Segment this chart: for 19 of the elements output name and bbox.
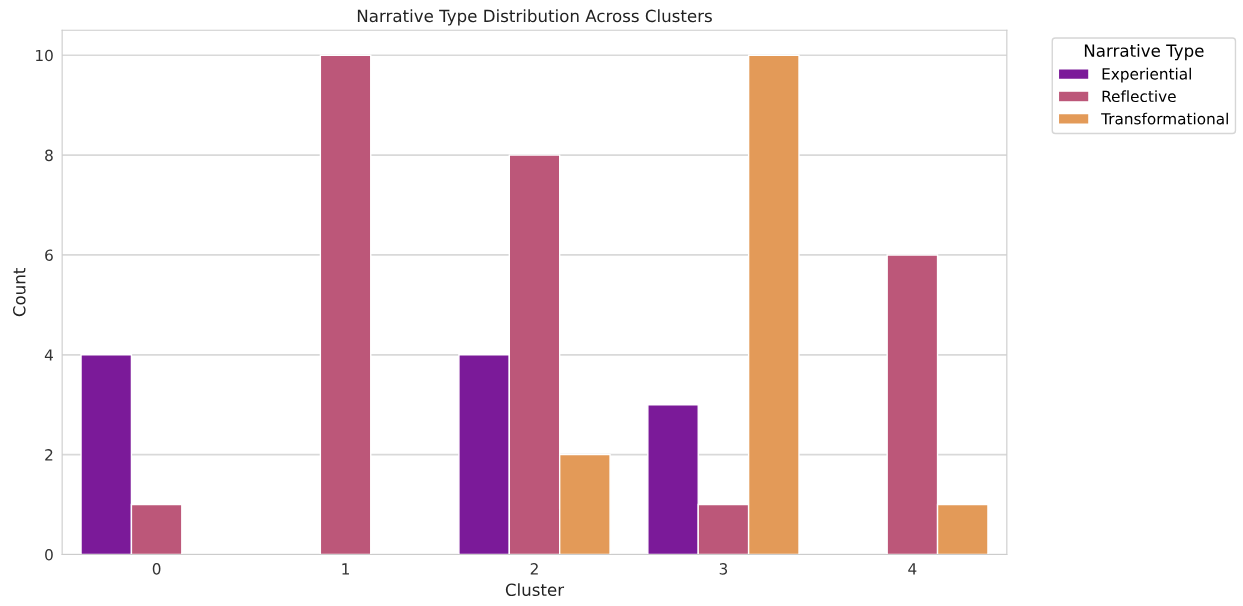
x-tick-label: 1 xyxy=(342,563,349,575)
y-tick-label: 4 xyxy=(44,349,53,361)
x-tick-label: 0 xyxy=(152,563,161,575)
y-axis-title: Count xyxy=(12,268,26,317)
legend-title: Narrative Type xyxy=(1084,44,1204,61)
y-tick-label: 0 xyxy=(45,548,53,561)
y-tick-label: 2 xyxy=(45,449,53,461)
x-tick-label: 3 xyxy=(719,563,728,575)
legend-label: Transformational xyxy=(1101,112,1228,125)
y-tick-label: 6 xyxy=(45,249,53,261)
bar xyxy=(319,54,372,555)
x-tick-label: 2 xyxy=(530,563,538,575)
y-tick-label: 8 xyxy=(45,149,53,162)
legend-label: Reflective xyxy=(1102,90,1176,103)
legend-label: Experiential xyxy=(1102,67,1191,83)
y-tick-label: 10 xyxy=(36,49,53,62)
x-tick-label: 4 xyxy=(908,563,917,575)
chart-title: Narrative Type Distribution Across Clusters xyxy=(357,9,712,26)
x-axis-title: Cluster xyxy=(505,583,565,597)
